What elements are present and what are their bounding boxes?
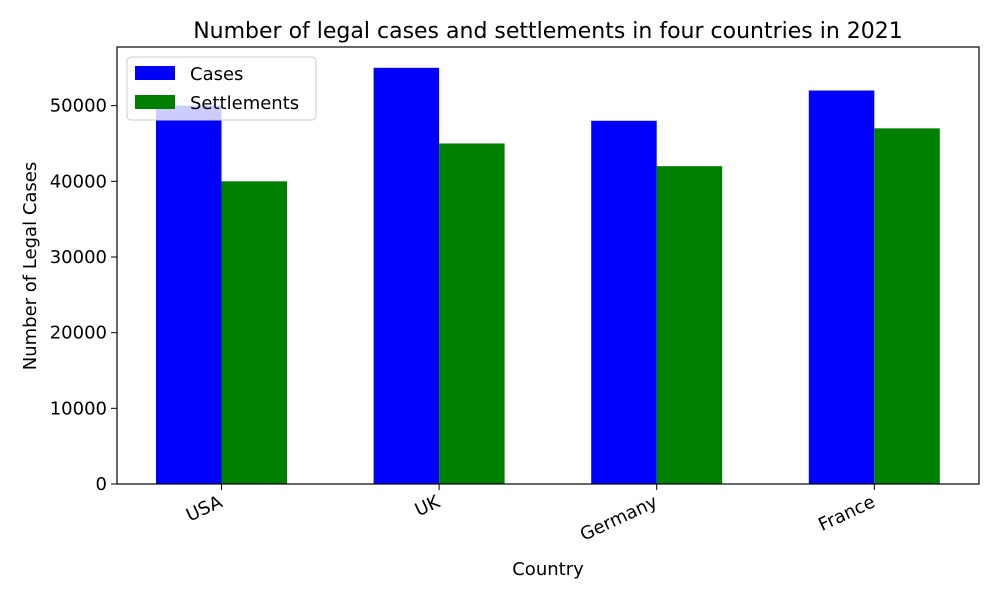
x-tick-label: Germany	[577, 491, 661, 545]
bar-settlements-france	[874, 128, 940, 484]
chart-title: Number of legal cases and settlements in…	[193, 19, 903, 44]
x-axis: USA UK Germany France	[183, 484, 878, 545]
legend-swatch-settlements	[135, 95, 175, 109]
y-tick-label: 30000	[50, 247, 107, 268]
bar-settlements-uk	[439, 143, 505, 484]
x-tick-label: USA	[183, 491, 226, 526]
bar-cases-uk	[373, 67, 440, 485]
y-tick-label: 0	[96, 474, 107, 495]
y-axis: 0 10000 20000 30000 40000 50000	[50, 96, 117, 495]
x-axis-label: Country	[512, 559, 584, 580]
bar-cases-germany	[591, 120, 657, 484]
x-tick-label: UK	[412, 491, 445, 521]
y-tick-label: 40000	[50, 171, 107, 192]
bar-settlements-usa	[221, 181, 287, 484]
legend-swatch-cases	[135, 66, 175, 80]
legend: Cases Settlements	[126, 56, 317, 121]
y-tick-label: 20000	[50, 323, 107, 344]
bar-settlements-germany	[656, 166, 723, 484]
bar-cases-france	[808, 90, 875, 484]
legend-label-cases: Cases	[190, 64, 243, 85]
y-axis-label: Number of Legal Cases	[20, 162, 41, 371]
bar-cases-usa	[156, 105, 222, 484]
plot-frame	[116, 46, 980, 485]
y-tick-label: 50000	[50, 96, 107, 117]
y-tick-label: 10000	[50, 398, 107, 419]
x-tick-label: France	[815, 491, 878, 535]
bars-layer	[156, 67, 940, 485]
legend-label-settlements: Settlements	[190, 93, 299, 114]
